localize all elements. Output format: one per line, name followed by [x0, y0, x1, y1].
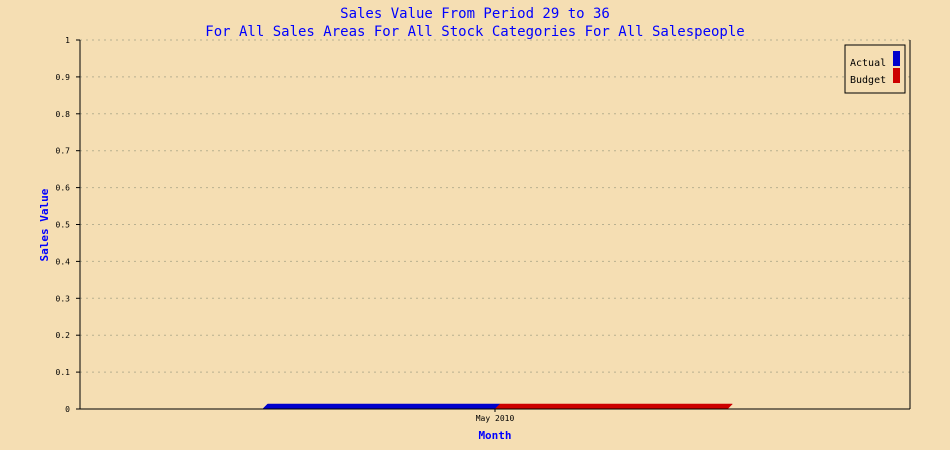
y-tick-label: 1	[65, 36, 70, 45]
bar-budget	[494, 403, 734, 410]
bars-group	[261, 403, 734, 410]
y-tick-label: 0	[65, 405, 70, 414]
axes	[76, 39, 911, 412]
x-axis-label: Month	[478, 429, 511, 442]
chart-title: Sales Value From Period 29 to 36	[340, 6, 610, 22]
legend-swatch-budget	[893, 68, 900, 83]
y-tick-label: 0.2	[56, 331, 71, 340]
y-tick-label: 0.8	[56, 110, 71, 119]
y-axis-label: Sales Value	[38, 188, 51, 261]
legend-label-actual: Actual	[850, 58, 886, 69]
legend-swatch-actual	[893, 51, 900, 66]
x-tick-label: May 2010	[476, 414, 515, 423]
legend: Actual Budget	[844, 44, 906, 94]
chart-subtitle: For All Sales Areas For All Stock Catego…	[205, 24, 744, 40]
y-tick-label: 0.5	[56, 221, 71, 230]
y-tick-label: 0.6	[56, 184, 71, 193]
y-tick-label: 0.1	[56, 368, 71, 377]
y-tick-label: 0.3	[56, 294, 71, 303]
y-tick-label: 0.4	[56, 257, 71, 266]
y-tick-labels: 0 0.1 0.2 0.3 0.4 0.5 0.6 0.7 0.8 0.9 1	[56, 36, 71, 414]
grid-lines	[80, 39, 910, 373]
y-tick-label: 0.7	[56, 147, 71, 156]
y-tick-label: 0.9	[56, 73, 71, 82]
x-tick-labels: May 2010	[476, 414, 515, 423]
bar-actual	[261, 403, 501, 410]
legend-label-budget: Budget	[850, 75, 886, 86]
